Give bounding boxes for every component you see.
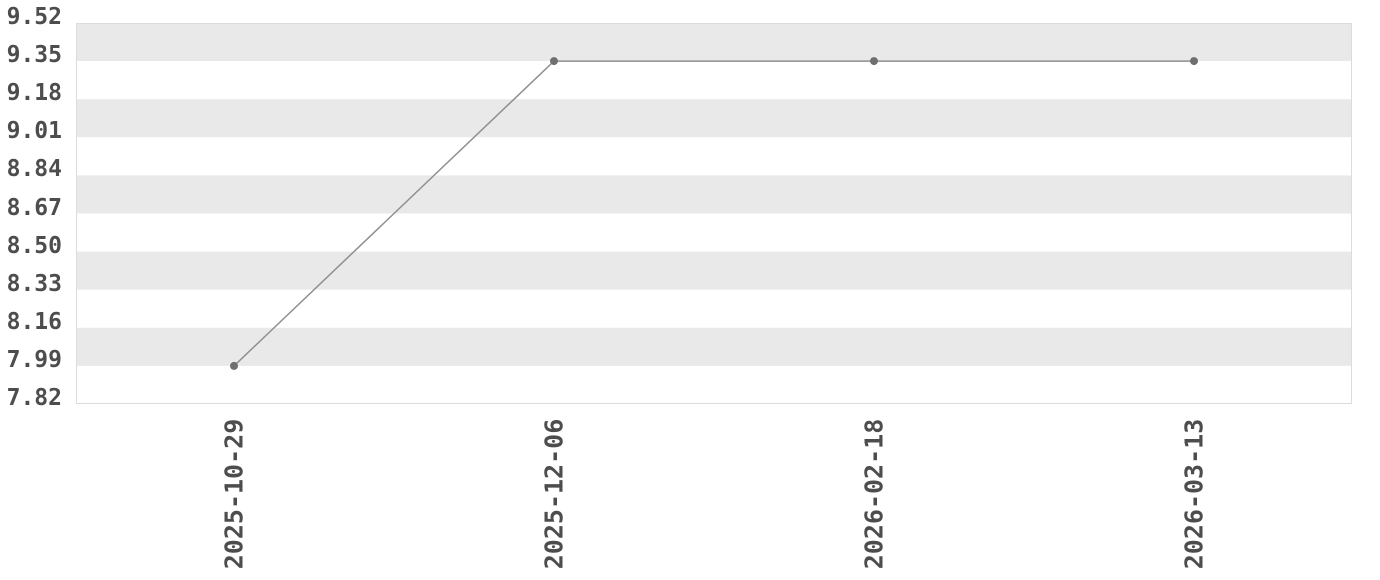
y-tick-label: 9.35: [6, 42, 62, 69]
y-tick-label: 7.82: [6, 385, 62, 411]
grid-band: [76, 99, 1352, 138]
grid-band: [76, 23, 1352, 62]
plot-border: [76, 23, 1352, 404]
y-tick-label: 9.01: [6, 118, 62, 145]
grid-band: [76, 137, 1352, 176]
grid-band: [76, 327, 1352, 366]
x-tick-label: 2025-10-29: [219, 418, 249, 570]
series-line: [233, 60, 1194, 367]
y-tick-label: 9.18: [6, 80, 62, 107]
y-tick-label: 7.99: [6, 346, 62, 373]
grid-band: [76, 251, 1352, 290]
y-tick-label: 8.16: [6, 308, 62, 335]
data-point[interactable]: [1190, 57, 1198, 66]
grid-band: [76, 289, 1352, 328]
y-tick-label: 8.67: [6, 194, 62, 221]
x-tick-label: 2026-02-18: [859, 418, 889, 570]
grid-band: [76, 365, 1352, 404]
data-point[interactable]: [870, 57, 878, 66]
grid-band: [76, 213, 1352, 252]
grid-band: [76, 61, 1352, 100]
y-tick-label: 9.52: [6, 4, 62, 30]
x-tick-label: 2025-12-06: [539, 418, 569, 570]
x-tick-label: 2026-03-13: [1179, 418, 1209, 570]
data-point[interactable]: [230, 361, 238, 370]
y-tick-label: 8.50: [6, 232, 62, 259]
data-point[interactable]: [550, 57, 558, 66]
grid-band: [76, 175, 1352, 214]
y-tick-label: 8.33: [6, 270, 62, 297]
y-tick-label: 8.84: [6, 156, 62, 183]
